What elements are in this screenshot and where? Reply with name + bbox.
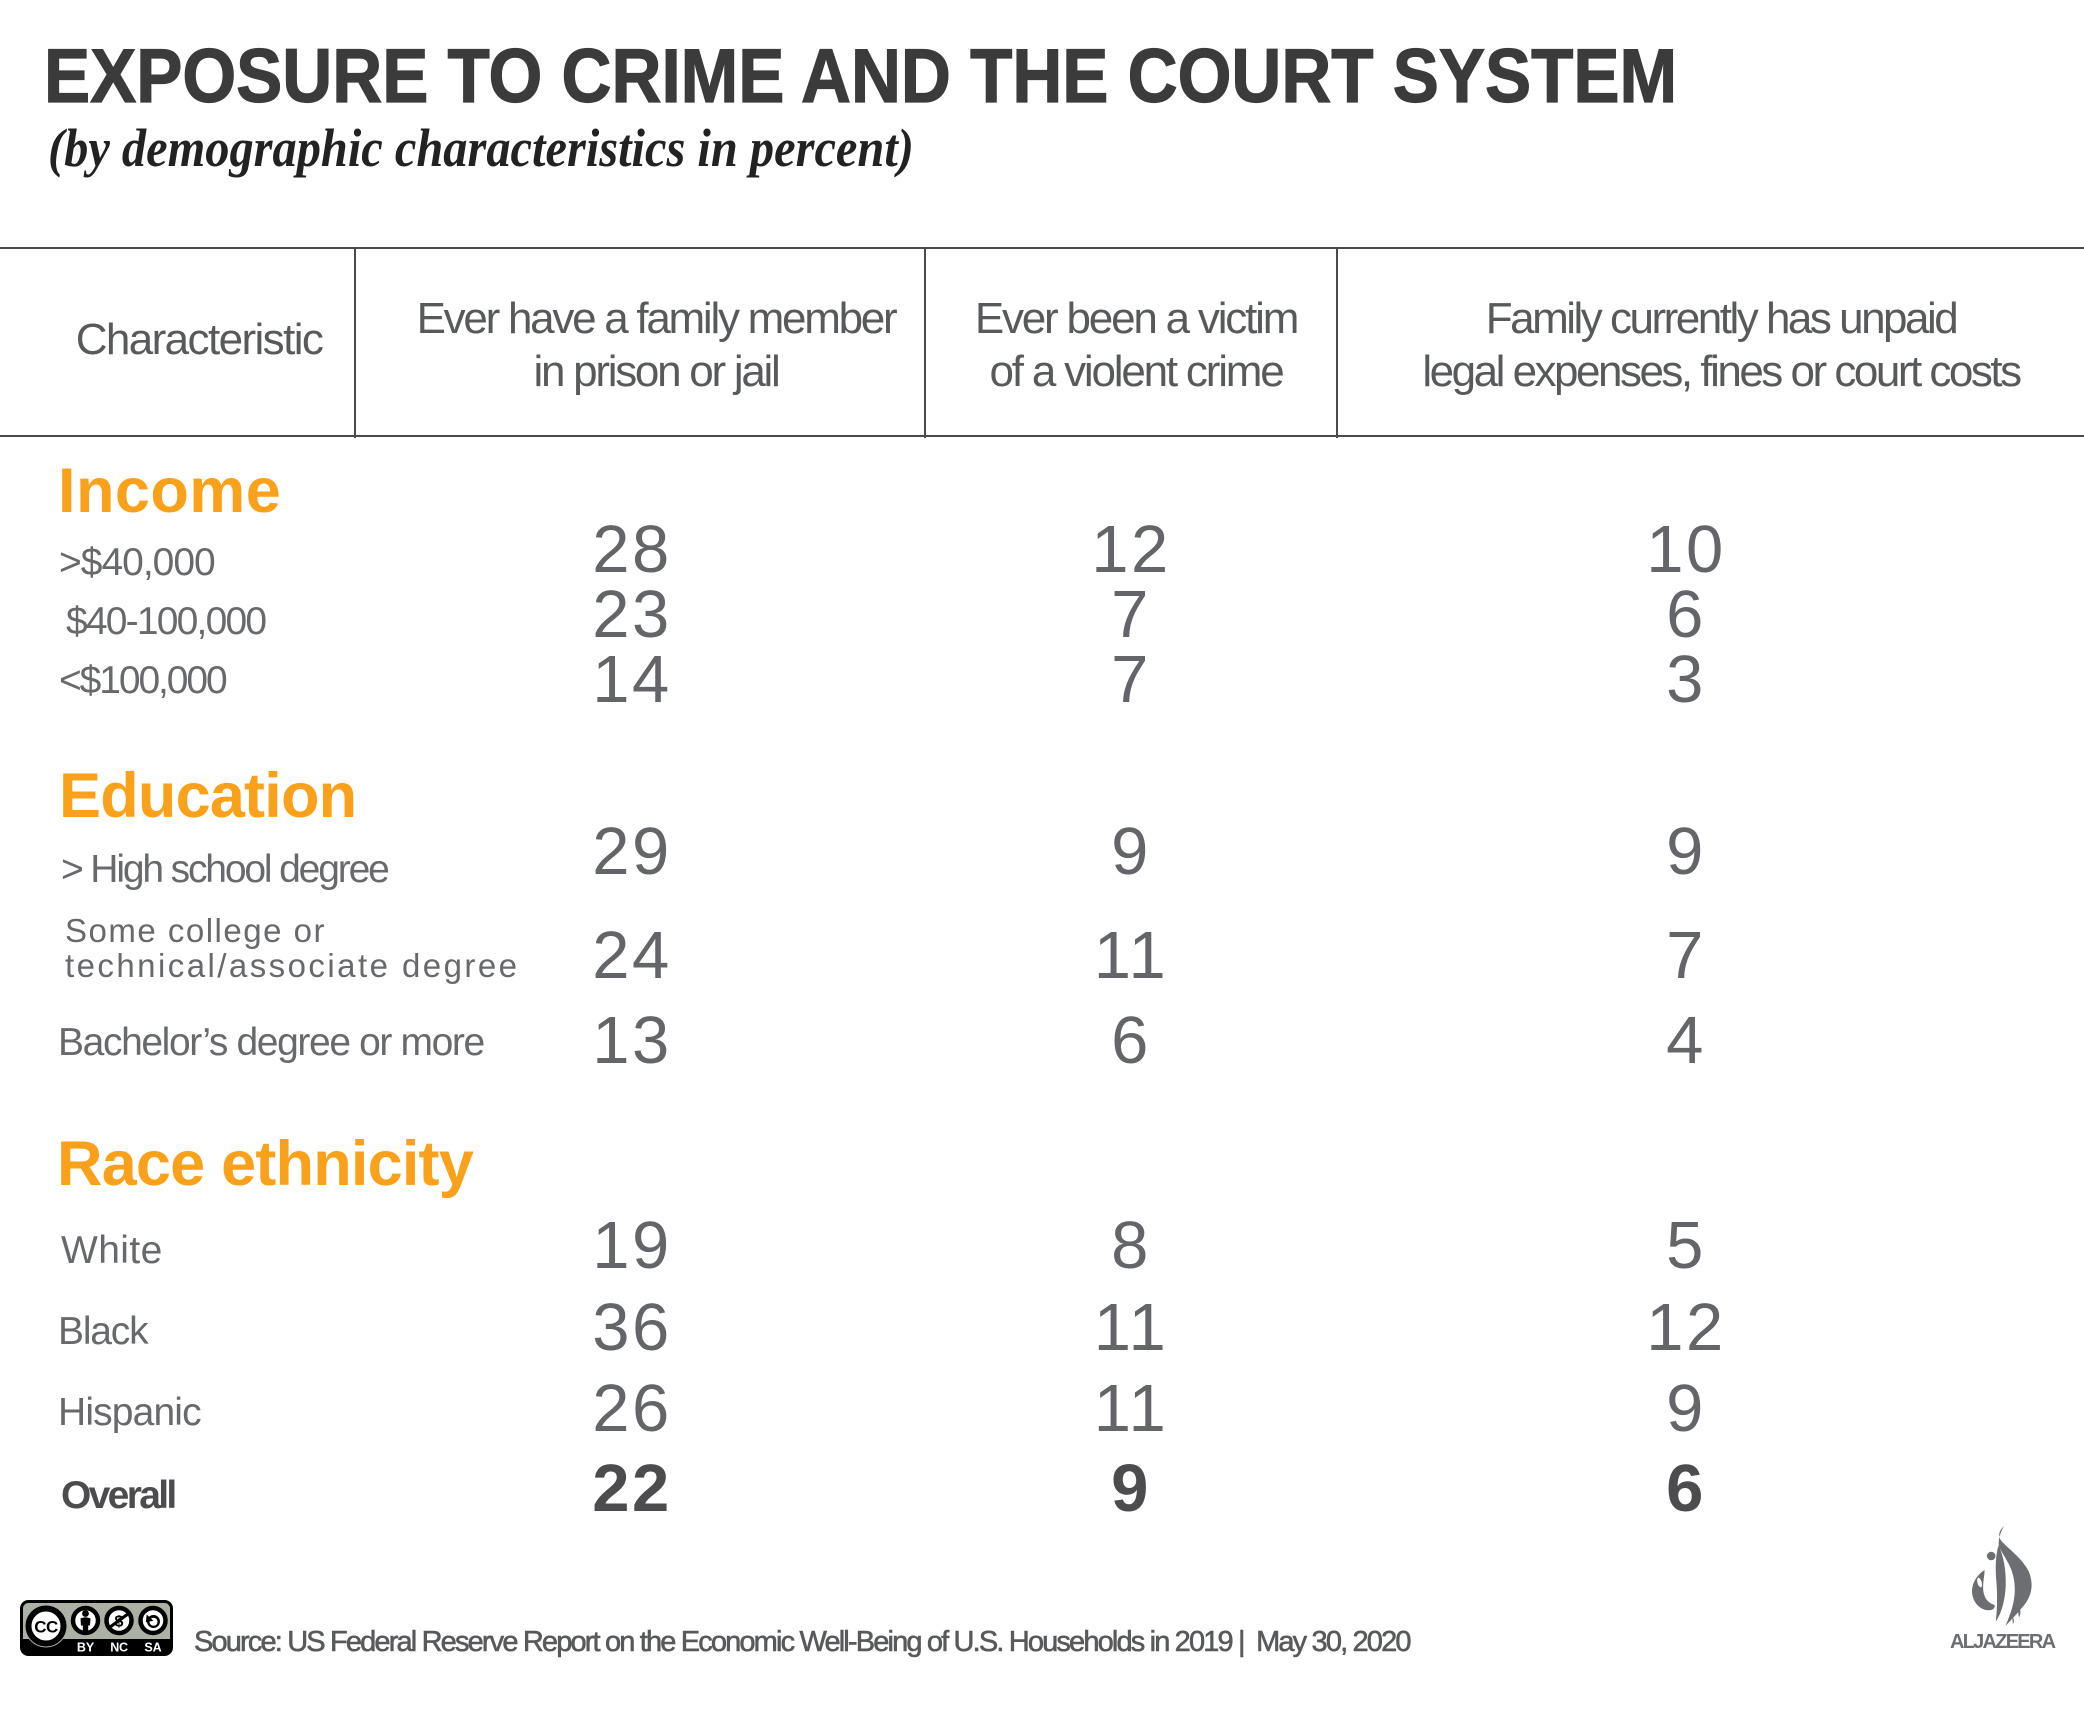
svg-text:BY: BY: [77, 1641, 95, 1655]
svg-text:NC: NC: [110, 1641, 128, 1655]
svg-text:SA: SA: [144, 1641, 161, 1655]
svg-text:CC: CC: [34, 1618, 58, 1637]
